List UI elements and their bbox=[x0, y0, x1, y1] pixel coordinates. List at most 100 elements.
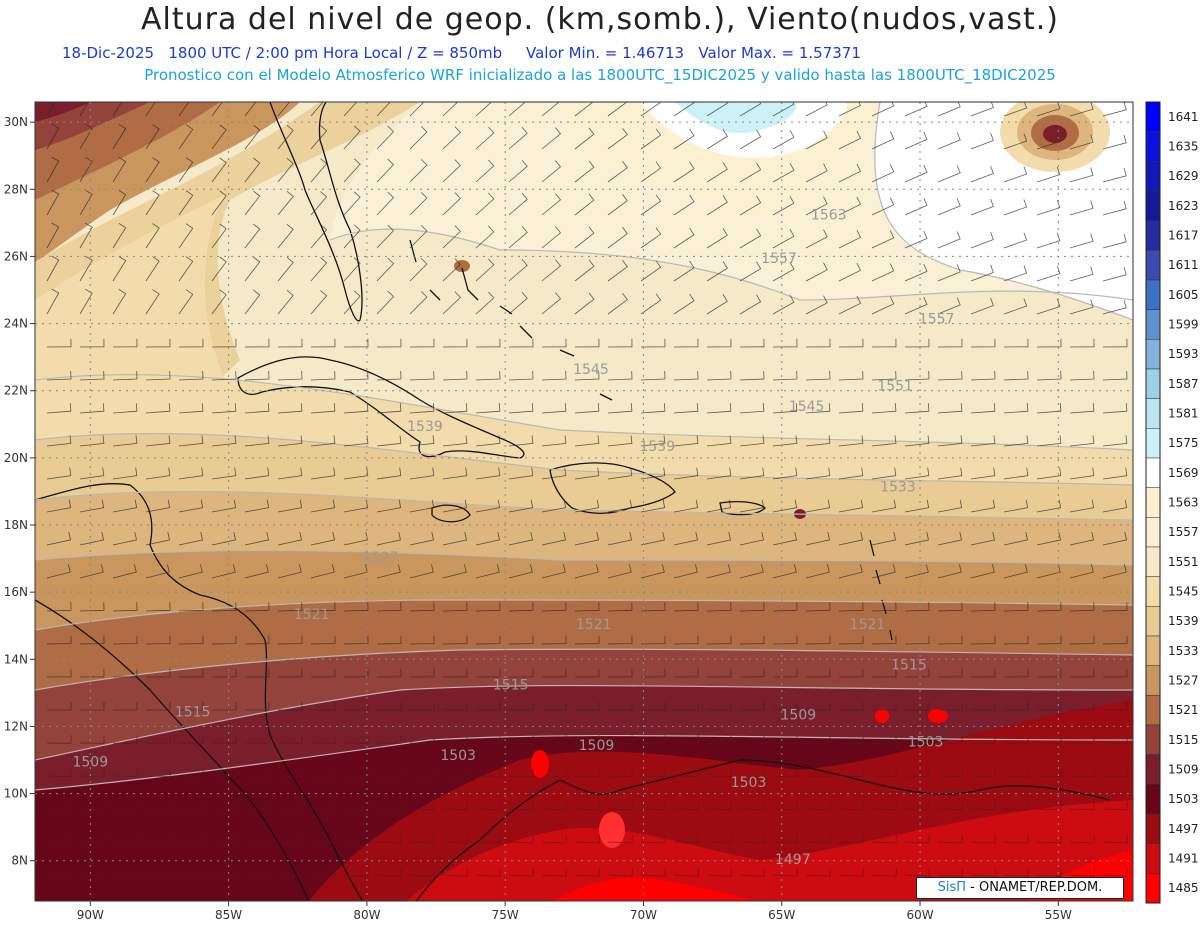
wind-barb bbox=[343, 801, 369, 811]
wind-barb bbox=[508, 338, 534, 348]
wind-barb bbox=[904, 197, 928, 216]
wind-barb bbox=[574, 834, 600, 844]
wind-barb bbox=[376, 403, 402, 414]
wind-barb bbox=[145, 532, 170, 546]
wind-barb bbox=[145, 102, 156, 117]
wind-barb bbox=[706, 370, 732, 381]
wind-barb bbox=[1069, 370, 1095, 381]
wind-barb bbox=[211, 564, 236, 579]
lat-tick-label: 26N bbox=[4, 249, 28, 263]
wind-barb bbox=[244, 223, 261, 249]
wind-barb bbox=[1102, 134, 1127, 150]
wind-barb bbox=[772, 338, 798, 348]
wind-barb bbox=[805, 602, 831, 612]
wind-barb bbox=[146, 702, 171, 711]
wind-barb bbox=[772, 735, 798, 744]
contour-label: 1521 bbox=[294, 607, 330, 623]
wind-barb bbox=[1102, 102, 1127, 117]
wind-barb bbox=[1102, 370, 1128, 381]
wind-barb bbox=[1102, 467, 1128, 480]
wind-barb bbox=[310, 224, 328, 249]
wind-barb bbox=[706, 868, 732, 877]
wind-barb bbox=[508, 467, 534, 480]
colorbar-label: 1497 bbox=[1168, 822, 1199, 836]
wind-barb bbox=[79, 467, 105, 480]
wind-barb bbox=[1069, 499, 1095, 513]
wind-barb bbox=[772, 635, 798, 645]
wind-barb bbox=[871, 403, 897, 414]
wind-barb bbox=[607, 834, 633, 844]
colorbar-label: 1587 bbox=[1168, 377, 1199, 391]
wind-barb bbox=[1003, 370, 1029, 381]
wind-barb bbox=[79, 868, 105, 877]
wind-barb bbox=[1003, 232, 1028, 249]
wind-barb bbox=[442, 801, 468, 811]
wind-barb bbox=[508, 291, 528, 315]
lat-tick-label: 16N bbox=[4, 585, 28, 599]
wind-barb bbox=[409, 192, 428, 216]
wind-barb bbox=[871, 532, 896, 546]
wind-barb bbox=[904, 370, 930, 381]
wind-barb bbox=[541, 467, 567, 480]
wind-barb bbox=[244, 668, 270, 678]
wind-barb bbox=[508, 159, 528, 183]
colorbar-swatch bbox=[1145, 724, 1161, 755]
wind-barb bbox=[46, 288, 60, 315]
wind-barb bbox=[937, 499, 963, 513]
wind-barb bbox=[904, 801, 930, 811]
colorbar-label: 1527 bbox=[1168, 674, 1199, 688]
wind-barb bbox=[1102, 299, 1127, 315]
wind-barb bbox=[574, 668, 600, 678]
wind-barb bbox=[178, 403, 204, 414]
wind-barb bbox=[541, 160, 562, 183]
wind-barb bbox=[904, 296, 928, 315]
wind-barb bbox=[574, 193, 595, 216]
wind-barb bbox=[607, 532, 632, 546]
wind-barb bbox=[607, 602, 633, 612]
wind-barb bbox=[178, 668, 204, 678]
wind-barb bbox=[541, 499, 567, 513]
wind-barb bbox=[970, 297, 994, 315]
wind-barb bbox=[344, 702, 369, 711]
wind-barb bbox=[277, 370, 303, 381]
wind-barb bbox=[310, 801, 336, 811]
wind-barb bbox=[805, 229, 828, 249]
colorbar-label: 1515 bbox=[1168, 733, 1199, 747]
wind-barb bbox=[145, 868, 171, 877]
contour-label: 1545 bbox=[573, 362, 609, 378]
wind-barb bbox=[937, 735, 963, 744]
colorbar: 1641 1635 1629 1623 1617 1611 1605 1599 1593 1587… bbox=[1145, 101, 1199, 904]
wind-barb bbox=[937, 231, 961, 249]
wind-barb bbox=[707, 702, 732, 711]
wind-barb bbox=[904, 230, 928, 249]
wind-barb bbox=[277, 668, 303, 678]
wind-barb bbox=[442, 192, 461, 216]
wind-barb bbox=[178, 834, 204, 844]
wind-barb bbox=[937, 435, 963, 447]
wind-barb bbox=[409, 126, 428, 150]
wind-barb bbox=[640, 260, 662, 282]
wind-barb bbox=[1036, 564, 1061, 579]
wind-barb bbox=[112, 157, 127, 183]
wind-barb bbox=[805, 801, 831, 811]
wind-barb bbox=[904, 164, 928, 183]
wind-barb bbox=[1069, 266, 1094, 282]
wind-barb bbox=[244, 564, 269, 579]
colorbar-swatch bbox=[1145, 606, 1161, 637]
wind-barb bbox=[475, 225, 495, 249]
wind-barb bbox=[1069, 602, 1095, 612]
wind-barb bbox=[1036, 298, 1061, 315]
wind-barb bbox=[1069, 102, 1094, 117]
wind-barb bbox=[739, 129, 762, 150]
wind-barb bbox=[772, 801, 798, 811]
wind-barb bbox=[212, 702, 237, 711]
wind-barb bbox=[871, 102, 895, 117]
wind-barb bbox=[640, 801, 666, 811]
wind-barb bbox=[574, 467, 600, 480]
wind-barb bbox=[640, 768, 666, 777]
wind-barb bbox=[1003, 199, 1028, 216]
colorbar-frame bbox=[1145, 101, 1161, 904]
wind-barb bbox=[79, 123, 93, 150]
wind-barb bbox=[970, 338, 996, 348]
wind-barb bbox=[376, 834, 402, 844]
